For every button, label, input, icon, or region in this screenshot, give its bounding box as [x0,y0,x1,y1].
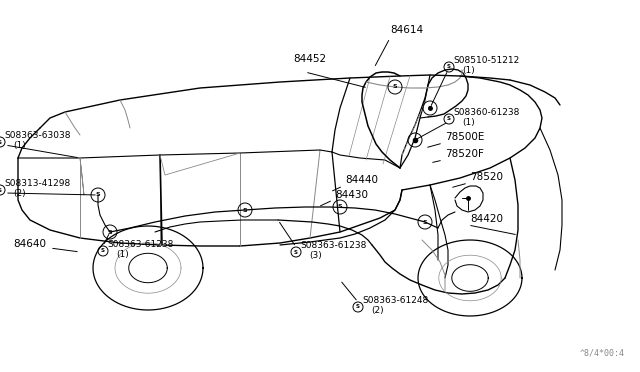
Text: (1): (1) [462,118,475,127]
Text: S08363-61238: S08363-61238 [107,240,173,249]
Text: (3): (3) [309,251,322,260]
Text: ^8/4*00:4: ^8/4*00:4 [580,349,625,358]
Text: S: S [108,230,112,234]
Text: S: S [243,208,247,212]
Text: (1): (1) [462,66,475,75]
Text: S: S [356,305,360,310]
Text: S: S [393,84,397,90]
Text: (2): (2) [13,189,26,198]
Text: S08363-61248: S08363-61248 [362,296,428,305]
Text: S: S [428,106,432,110]
Text: 84640: 84640 [13,239,46,249]
Text: 84430: 84430 [335,190,368,200]
Text: 84420: 84420 [470,214,503,224]
Text: 84452: 84452 [293,54,326,64]
Text: 84440: 84440 [345,175,378,185]
Text: 78500E: 78500E [445,132,484,142]
Text: S: S [0,140,2,144]
Text: S: S [422,219,428,224]
Text: 84614: 84614 [390,25,423,35]
Text: 78520: 78520 [470,172,503,182]
Text: S: S [413,138,417,142]
Text: S08360-61238: S08360-61238 [453,108,520,117]
Text: S: S [447,116,451,122]
Text: (1): (1) [116,250,129,259]
Text: S: S [0,187,2,192]
Text: S08363-63038: S08363-63038 [4,131,70,140]
Text: S: S [101,248,105,253]
Text: (1): (1) [13,141,26,150]
Text: S: S [338,205,342,209]
Text: (2): (2) [371,306,383,315]
Text: S08510-51212: S08510-51212 [453,56,519,65]
Text: S08313-41298: S08313-41298 [4,179,70,188]
Text: S: S [447,64,451,70]
Text: S: S [294,250,298,254]
Text: 78520F: 78520F [445,149,484,159]
Text: S: S [96,192,100,198]
Text: S08363-61238: S08363-61238 [300,241,366,250]
